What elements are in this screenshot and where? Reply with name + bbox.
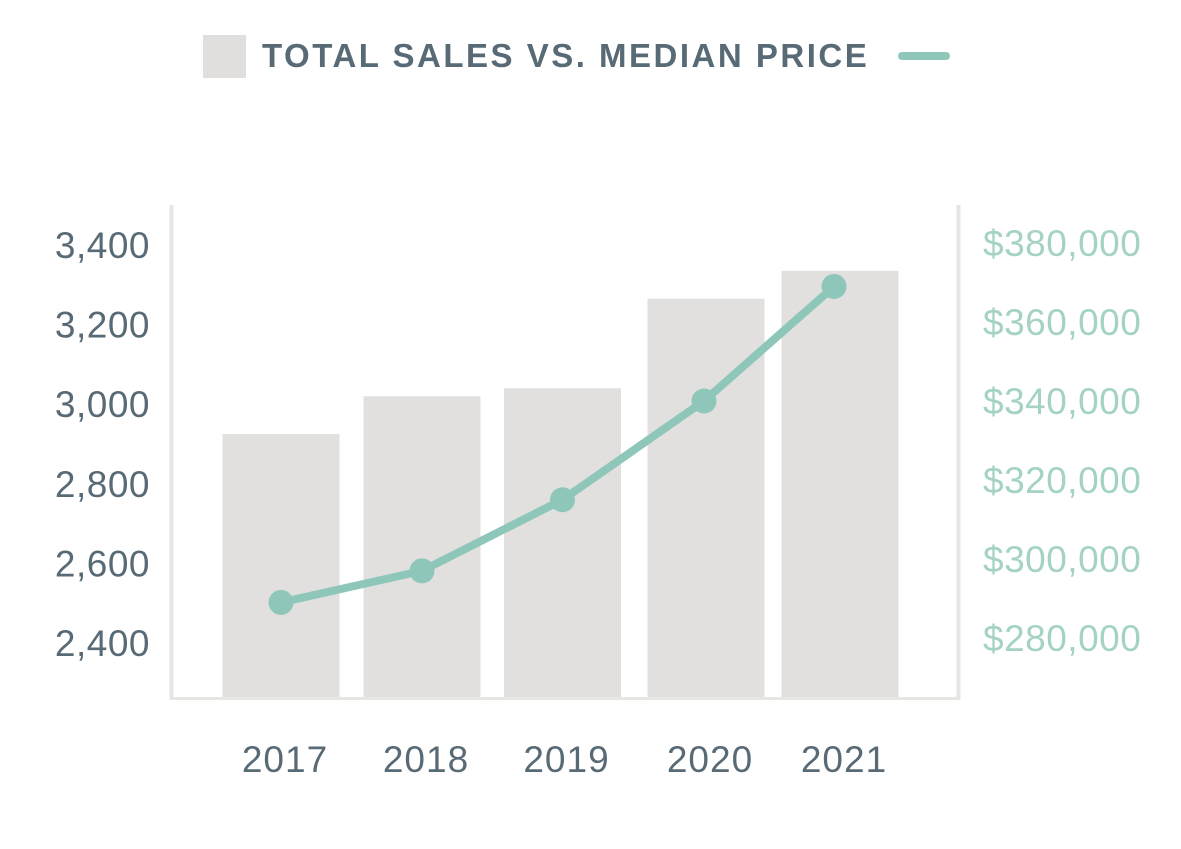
left-axis-label: 2,800	[55, 464, 150, 505]
line-series-swatch-icon	[898, 52, 951, 60]
right-axis-label: $340,000	[983, 381, 1141, 422]
sales-bar	[781, 270, 899, 699]
right-axis-label: $380,000	[983, 223, 1141, 264]
left-axis-label: 3,400	[55, 225, 150, 266]
sales-bar	[222, 434, 340, 699]
left-axis-label: 3,000	[55, 384, 150, 425]
right-axis-label: $360,000	[983, 302, 1141, 343]
x-axis-label: 2021	[801, 739, 887, 780]
x-axis-label: 2017	[242, 739, 328, 780]
chart-title: TOTAL SALES VS. MEDIAN PRICE	[262, 37, 870, 74]
chart-legend: TOTAL SALES VS. MEDIAN PRICE	[203, 33, 951, 79]
price-point	[691, 388, 717, 414]
right-axis-label: $280,000	[983, 618, 1141, 659]
x-axis-label: 2018	[383, 739, 469, 780]
right-axis-label: $320,000	[983, 460, 1141, 501]
left-axis-label: 2,400	[55, 623, 150, 664]
price-point	[268, 589, 294, 615]
bar-series-swatch-icon	[203, 34, 246, 78]
left-axis-label: 2,600	[55, 543, 150, 584]
price-point	[409, 558, 435, 584]
left-axis-label: 3,200	[55, 305, 150, 346]
x-axis-label: 2020	[667, 739, 753, 780]
sales-bar	[504, 388, 621, 699]
price-point	[550, 487, 575, 513]
right-axis-label: $300,000	[983, 539, 1141, 580]
price-point	[821, 273, 847, 299]
x-axis-label: 2019	[523, 739, 609, 780]
